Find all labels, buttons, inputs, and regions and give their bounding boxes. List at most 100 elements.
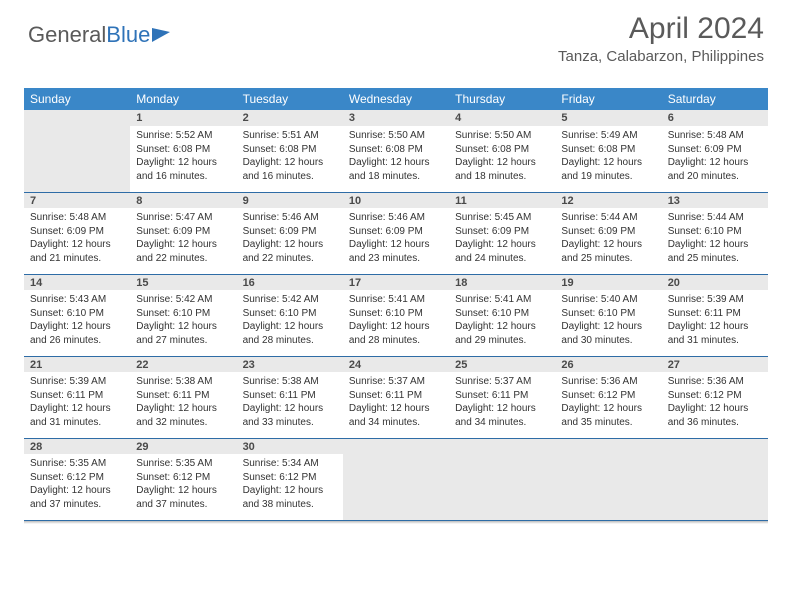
page-header: GeneralBlue April 2024 Tanza, Calabarzon… — [0, 0, 792, 80]
day-number-cell: 7 — [24, 192, 130, 208]
daylight-line: Daylight: 12 hours and 37 minutes. — [136, 484, 230, 511]
daylight-line: Daylight: 12 hours and 25 minutes. — [561, 238, 655, 265]
day-number-cell — [662, 438, 768, 454]
sunset-line: Sunset: 6:11 PM — [30, 389, 124, 403]
day-number-cell: 13 — [662, 192, 768, 208]
daylight-line: Daylight: 12 hours and 28 minutes. — [349, 320, 443, 347]
sunset-line: Sunset: 6:11 PM — [243, 389, 337, 403]
sunrise-line: Sunrise: 5:38 AM — [243, 375, 337, 389]
daylight-line: Daylight: 12 hours and 26 minutes. — [30, 320, 124, 347]
day-number-cell — [24, 110, 130, 126]
sunset-line: Sunset: 6:09 PM — [243, 225, 337, 239]
day-number-cell: 12 — [555, 192, 661, 208]
day-number-cell: 14 — [24, 274, 130, 290]
sunset-line: Sunset: 6:09 PM — [136, 225, 230, 239]
sunrise-line: Sunrise: 5:41 AM — [349, 293, 443, 307]
sunrise-line: Sunrise: 5:35 AM — [136, 457, 230, 471]
sunrise-line: Sunrise: 5:39 AM — [30, 375, 124, 389]
day-number-cell: 1 — [130, 110, 236, 126]
daylight-line: Daylight: 12 hours and 18 minutes. — [455, 156, 549, 183]
daylight-line: Daylight: 12 hours and 31 minutes. — [668, 320, 762, 347]
daylight-line: Daylight: 12 hours and 37 minutes. — [30, 484, 124, 511]
daylight-line: Daylight: 12 hours and 33 minutes. — [243, 402, 337, 429]
sunrise-line: Sunrise: 5:50 AM — [455, 129, 549, 143]
day-number-cell: 19 — [555, 274, 661, 290]
day-number-cell: 17 — [343, 274, 449, 290]
sunrise-line: Sunrise: 5:52 AM — [136, 129, 230, 143]
day-number-cell: 10 — [343, 192, 449, 208]
sunrise-line: Sunrise: 5:49 AM — [561, 129, 655, 143]
daylight-line: Daylight: 12 hours and 16 minutes. — [243, 156, 337, 183]
sunset-line: Sunset: 6:08 PM — [243, 143, 337, 157]
sunset-line: Sunset: 6:10 PM — [455, 307, 549, 321]
weekday-header: Saturday — [662, 88, 768, 110]
day-detail-cell: Sunrise: 5:43 AMSunset: 6:10 PMDaylight:… — [24, 290, 130, 356]
day-detail-cell: Sunrise: 5:35 AMSunset: 6:12 PMDaylight:… — [24, 454, 130, 520]
sunset-line: Sunset: 6:12 PM — [136, 471, 230, 485]
daylight-line: Daylight: 12 hours and 25 minutes. — [668, 238, 762, 265]
sunrise-line: Sunrise: 5:50 AM — [349, 129, 443, 143]
brand-logo: GeneralBlue — [28, 22, 170, 48]
brand-name: GeneralBlue — [28, 22, 150, 48]
sunrise-line: Sunrise: 5:45 AM — [455, 211, 549, 225]
day-detail-cell: Sunrise: 5:44 AMSunset: 6:10 PMDaylight:… — [662, 208, 768, 274]
sunset-line: Sunset: 6:09 PM — [455, 225, 549, 239]
sunrise-line: Sunrise: 5:46 AM — [349, 211, 443, 225]
sunset-line: Sunset: 6:12 PM — [30, 471, 124, 485]
day-detail-cell: Sunrise: 5:50 AMSunset: 6:08 PMDaylight:… — [449, 126, 555, 192]
daylight-line: Daylight: 12 hours and 28 minutes. — [243, 320, 337, 347]
sunset-line: Sunset: 6:09 PM — [349, 225, 443, 239]
day-detail-cell — [449, 454, 555, 520]
sunset-line: Sunset: 6:08 PM — [561, 143, 655, 157]
sunrise-line: Sunrise: 5:44 AM — [561, 211, 655, 225]
daylight-line: Daylight: 12 hours and 21 minutes. — [30, 238, 124, 265]
day-number-cell: 18 — [449, 274, 555, 290]
sunset-line: Sunset: 6:08 PM — [136, 143, 230, 157]
sunset-line: Sunset: 6:11 PM — [455, 389, 549, 403]
day-number-cell: 24 — [343, 356, 449, 372]
calendar-body: 123456 Sunrise: 5:52 AMSunset: 6:08 PMDa… — [24, 110, 768, 520]
day-detail-cell — [24, 126, 130, 192]
day-detail-cell — [343, 454, 449, 520]
daylight-line: Daylight: 12 hours and 38 minutes. — [243, 484, 337, 511]
day-detail-cell: Sunrise: 5:39 AMSunset: 6:11 PMDaylight:… — [662, 290, 768, 356]
sunset-line: Sunset: 6:10 PM — [30, 307, 124, 321]
sunset-line: Sunset: 6:10 PM — [668, 225, 762, 239]
sunset-line: Sunset: 6:12 PM — [243, 471, 337, 485]
day-number-cell: 25 — [449, 356, 555, 372]
table-shadow — [24, 521, 768, 524]
day-detail-cell — [555, 454, 661, 520]
day-detail-cell: Sunrise: 5:46 AMSunset: 6:09 PMDaylight:… — [343, 208, 449, 274]
daylight-line: Daylight: 12 hours and 32 minutes. — [136, 402, 230, 429]
sunset-line: Sunset: 6:11 PM — [668, 307, 762, 321]
daylight-line: Daylight: 12 hours and 29 minutes. — [455, 320, 549, 347]
daylight-line: Daylight: 12 hours and 30 minutes. — [561, 320, 655, 347]
brand-name-gray: General — [28, 22, 106, 47]
day-number-cell: 26 — [555, 356, 661, 372]
day-detail-cell: Sunrise: 5:36 AMSunset: 6:12 PMDaylight:… — [662, 372, 768, 438]
day-number-cell: 28 — [24, 438, 130, 454]
sunset-line: Sunset: 6:12 PM — [561, 389, 655, 403]
day-detail-cell: Sunrise: 5:47 AMSunset: 6:09 PMDaylight:… — [130, 208, 236, 274]
day-detail-cell: Sunrise: 5:48 AMSunset: 6:09 PMDaylight:… — [662, 126, 768, 192]
sunrise-line: Sunrise: 5:36 AM — [668, 375, 762, 389]
day-number-cell: 4 — [449, 110, 555, 126]
day-detail-cell: Sunrise: 5:48 AMSunset: 6:09 PMDaylight:… — [24, 208, 130, 274]
daylight-line: Daylight: 12 hours and 24 minutes. — [455, 238, 549, 265]
day-number-cell: 8 — [130, 192, 236, 208]
day-detail-cell: Sunrise: 5:44 AMSunset: 6:09 PMDaylight:… — [555, 208, 661, 274]
calendar-header-row: SundayMondayTuesdayWednesdayThursdayFrid… — [24, 88, 768, 110]
day-detail-cell: Sunrise: 5:51 AMSunset: 6:08 PMDaylight:… — [237, 126, 343, 192]
day-number-cell: 22 — [130, 356, 236, 372]
daylight-line: Daylight: 12 hours and 16 minutes. — [136, 156, 230, 183]
day-detail-cell: Sunrise: 5:41 AMSunset: 6:10 PMDaylight:… — [343, 290, 449, 356]
sunset-line: Sunset: 6:09 PM — [668, 143, 762, 157]
day-detail-cell: Sunrise: 5:34 AMSunset: 6:12 PMDaylight:… — [237, 454, 343, 520]
daylight-line: Daylight: 12 hours and 34 minutes. — [349, 402, 443, 429]
sunset-line: Sunset: 6:10 PM — [561, 307, 655, 321]
sunrise-line: Sunrise: 5:39 AM — [668, 293, 762, 307]
day-number-cell: 21 — [24, 356, 130, 372]
day-detail-cell: Sunrise: 5:37 AMSunset: 6:11 PMDaylight:… — [449, 372, 555, 438]
day-number-cell: 30 — [237, 438, 343, 454]
daylight-line: Daylight: 12 hours and 23 minutes. — [349, 238, 443, 265]
